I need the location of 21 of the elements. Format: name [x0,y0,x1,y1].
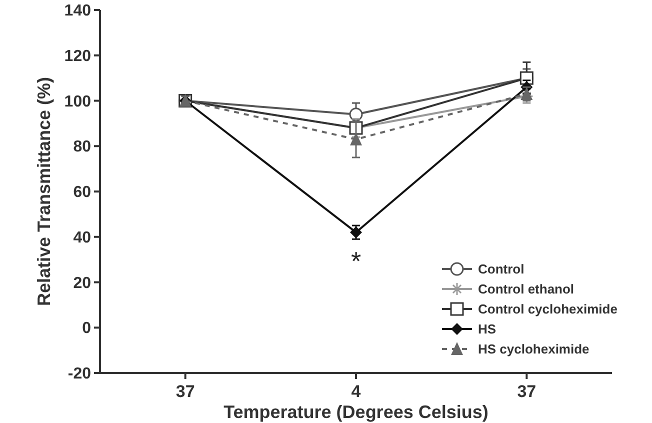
legend-label: HS cycloheximide [478,342,590,357]
y-tick-label: 120 [64,48,92,65]
legend-label: Control [478,262,524,277]
y-tick-label: -20 [68,366,92,383]
point [350,132,362,146]
legend-label: Control ethanol [478,282,574,297]
legend-label: HS [478,322,496,337]
y-axis-title: Relative Transmittance (%) [34,76,54,306]
y-tick-label: 80 [73,138,92,156]
legend-label: Control cycloheximide [478,302,618,317]
y-tick-label: 60 [73,184,92,202]
y-tick-label: 40 [73,229,92,246]
x-tick-label: 4 [351,382,362,401]
x-tick-label: 37 [176,382,195,401]
y-tick-label: 0 [82,320,92,338]
y-tick-label: 20 [73,274,92,292]
y-tick-label: 100 [64,93,92,110]
annotation: * [350,246,362,276]
x-axis-title: Temperature (Degrees Celsius) [224,402,488,422]
y-tick-label: 140 [64,2,92,20]
x-tick-label: 37 [517,382,536,401]
